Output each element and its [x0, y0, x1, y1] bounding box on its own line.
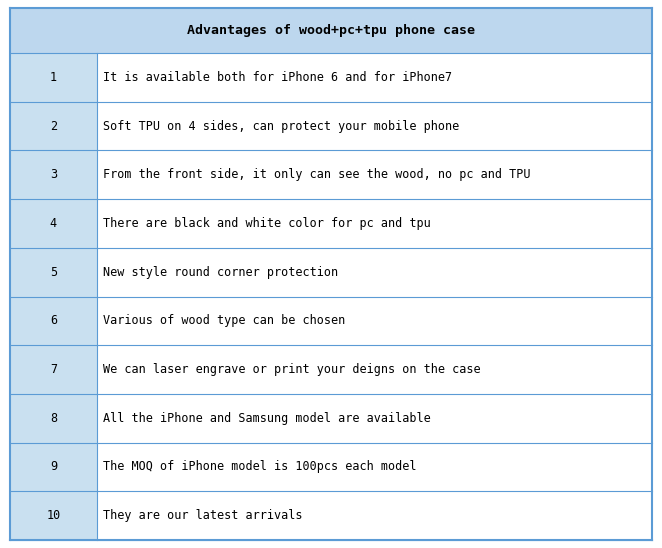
Bar: [10, 102, 97, 150]
Bar: [97, 150, 652, 199]
Text: We can laser engrave or print your deigns on the case: We can laser engrave or print your deign…: [103, 363, 481, 376]
Bar: [10, 8, 652, 53]
Text: All the iPhone and Samsung model are available: All the iPhone and Samsung model are ava…: [103, 412, 430, 425]
Text: 6: 6: [50, 315, 57, 327]
Bar: [10, 296, 97, 345]
Text: It is available both for iPhone 6 and for iPhone7: It is available both for iPhone 6 and fo…: [103, 71, 451, 84]
Bar: [97, 443, 652, 492]
Text: New style round corner protection: New style round corner protection: [103, 266, 338, 278]
Text: There are black and white color for pc and tpu: There are black and white color for pc a…: [103, 217, 430, 230]
Text: 2: 2: [50, 119, 57, 133]
Bar: [10, 492, 97, 540]
Text: Soft TPU on 4 sides, can protect your mobile phone: Soft TPU on 4 sides, can protect your mo…: [103, 119, 459, 133]
Text: Advantages of wood+pc+tpu phone case: Advantages of wood+pc+tpu phone case: [187, 24, 475, 37]
Bar: [97, 248, 652, 296]
Bar: [10, 345, 97, 394]
Text: 1: 1: [50, 71, 57, 84]
Bar: [97, 199, 652, 248]
Bar: [10, 248, 97, 296]
Text: The MOQ of iPhone model is 100pcs each model: The MOQ of iPhone model is 100pcs each m…: [103, 460, 416, 473]
Bar: [10, 443, 97, 492]
Bar: [97, 394, 652, 443]
Bar: [10, 394, 97, 443]
Bar: [97, 296, 652, 345]
Bar: [97, 492, 652, 540]
Text: From the front side, it only can see the wood, no pc and TPU: From the front side, it only can see the…: [103, 168, 530, 181]
Text: 4: 4: [50, 217, 57, 230]
Bar: [10, 199, 97, 248]
Bar: [97, 102, 652, 150]
Text: 8: 8: [50, 412, 57, 425]
Bar: [10, 150, 97, 199]
Bar: [97, 53, 652, 102]
Text: They are our latest arrivals: They are our latest arrivals: [103, 509, 302, 522]
Bar: [97, 345, 652, 394]
Text: 9: 9: [50, 460, 57, 473]
Bar: [10, 53, 97, 102]
Text: 3: 3: [50, 168, 57, 181]
Text: Various of wood type can be chosen: Various of wood type can be chosen: [103, 315, 345, 327]
Text: 7: 7: [50, 363, 57, 376]
Text: 10: 10: [46, 509, 60, 522]
Text: 5: 5: [50, 266, 57, 278]
